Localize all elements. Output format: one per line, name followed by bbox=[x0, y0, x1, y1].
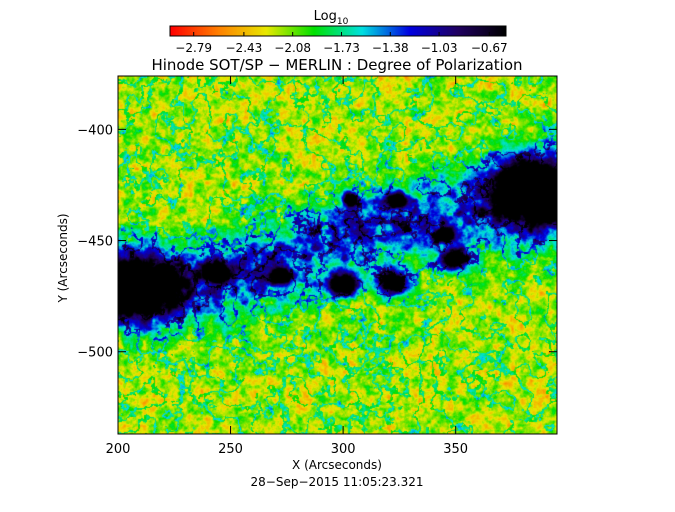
polarization-map bbox=[118, 76, 557, 434]
timestamp-label: 28−Sep−2015 11:05:23.321 bbox=[251, 475, 424, 489]
colorbar-title-main: Log bbox=[314, 9, 337, 24]
plot-area: 200 250 300 350 −400 −450 −500 bbox=[77, 75, 558, 457]
x-tick-label: 200 bbox=[106, 442, 131, 457]
y-tick-label: −400 bbox=[77, 123, 113, 138]
chart-title: Hinode SOT/SP − MERLIN : Degree of Polar… bbox=[151, 56, 522, 74]
colorbar: Log10 −2.79 −2.43 −2.08 −1.73 −1.38 −1.03 −0.6… bbox=[169, 9, 508, 55]
x-axis-label: X (Arcseconds) bbox=[292, 458, 382, 472]
x-tick-label: 350 bbox=[443, 442, 468, 457]
colorbar-tick-label: −2.43 bbox=[226, 41, 263, 55]
colorbar-frame bbox=[169, 25, 507, 37]
colorbar-tick-label: −1.73 bbox=[323, 41, 360, 55]
y-tick-label: −450 bbox=[77, 235, 113, 250]
colorbar-tick-label: −1.38 bbox=[372, 41, 409, 55]
plot-frame bbox=[117, 75, 558, 435]
colorbar-tick-label: −0.67 bbox=[471, 41, 508, 55]
colorbar-tick-label: −1.03 bbox=[421, 41, 458, 55]
y-axis-label: Y (Arcseconds) bbox=[56, 213, 70, 303]
y-axis-ticks: −400 −450 −500 bbox=[77, 123, 557, 361]
colorbar-title: Log10 bbox=[314, 9, 349, 27]
x-tick-label: 250 bbox=[218, 442, 243, 457]
colorbar-gradient bbox=[170, 26, 506, 36]
x-tick-label: 300 bbox=[331, 442, 356, 457]
colorbar-title-sub: 10 bbox=[337, 17, 349, 27]
colorbar-tick-label: −2.08 bbox=[274, 41, 311, 55]
colorbar-tick-label: −2.79 bbox=[175, 41, 212, 55]
colorbar-ticks: −2.79 −2.43 −2.08 −1.73 −1.38 −1.03 −0.67 bbox=[175, 32, 508, 55]
x-axis-ticks: 200 250 300 350 bbox=[106, 76, 468, 457]
y-tick-label: −500 bbox=[77, 346, 113, 361]
